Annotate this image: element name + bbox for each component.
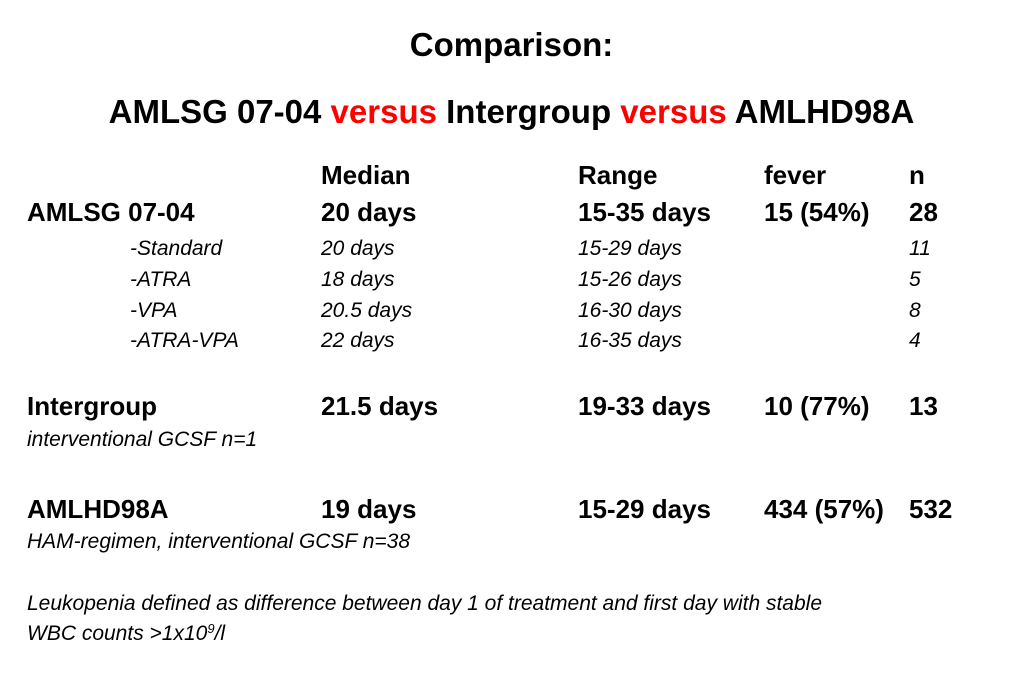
footnote-line1: Leukopenia defined as difference between… — [27, 592, 823, 615]
row-intergroup-median: 21.5 days — [321, 391, 439, 421]
row-amlsg-range: 15-35 days — [578, 197, 711, 227]
subgroup-median: 20.5 days — [321, 299, 413, 322]
row-amlsg-name: AMLSG 07-04 — [27, 197, 195, 227]
slide-title: Comparison: — [409, 26, 614, 63]
study-intergroup-label: Intergroup — [446, 93, 612, 130]
subgroup-n: 8 — [909, 299, 921, 322]
footnote-unit: /l — [214, 622, 226, 645]
row-amlhd-name: AMLHD98A — [27, 494, 169, 524]
subgroup-median: 18 days — [321, 268, 395, 291]
row-intergroup-note: interventional GCSF n=1 — [27, 428, 258, 451]
header-fever: fever — [764, 160, 827, 190]
subgroup-range: 16-35 days — [578, 329, 682, 352]
row-amlsg-n: 28 — [909, 197, 938, 227]
subgroup-range: 16-30 days — [578, 299, 682, 322]
study-amlhd-label: AMLHD98A — [734, 93, 915, 130]
header-n: n — [909, 160, 925, 190]
subgroup-range: 15-26 days — [578, 268, 682, 291]
header-range: Range — [578, 160, 658, 190]
subgroup-name: -Standard — [130, 237, 223, 260]
row-amlsg-median: 20 days — [321, 197, 417, 227]
footnote-line2-text: WBC counts >1x10 — [27, 622, 208, 645]
row-intergroup-n: 13 — [909, 391, 938, 421]
subgroup-name: -ATRA-VPA — [130, 329, 239, 352]
study-amlsg-label: AMLSG 07-04 — [108, 93, 322, 130]
row-amlhd-range: 15-29 days — [578, 494, 711, 524]
subgroup-n: 11 — [909, 237, 931, 260]
row-intergroup-name: Intergroup — [27, 391, 157, 421]
versus-label: versus — [620, 93, 727, 130]
subgroup-name: -ATRA — [130, 268, 192, 291]
row-amlhd-n: 532 — [909, 494, 953, 524]
footnote-line2: WBC counts >1x109/l — [27, 621, 225, 646]
subgroup-n: 5 — [909, 268, 921, 291]
row-intergroup-fever: 10 (77%) — [764, 391, 870, 421]
subgroup-median: 22 days — [321, 329, 395, 352]
versus-label: versus — [330, 93, 437, 130]
comparison-subtitle: AMLSG 07-04 versus Intergroup versus AML… — [0, 93, 1023, 131]
subgroup-name: -VPA — [130, 299, 178, 322]
footnote-exponent: 9 — [207, 621, 215, 636]
subgroup-median: 20 days — [321, 237, 395, 260]
subgroup-n: 4 — [909, 329, 921, 352]
row-amlhd-fever: 434 (57%) — [764, 494, 884, 524]
row-amlhd-median: 19 days — [321, 494, 417, 524]
header-median: Median — [321, 160, 411, 190]
subgroup-range: 15-29 days — [578, 237, 682, 260]
row-intergroup-range: 19-33 days — [578, 391, 711, 421]
row-amlhd-note: HAM-regimen, interventional GCSF n=38 — [27, 530, 411, 553]
row-amlsg-fever: 15 (54%) — [764, 197, 870, 227]
